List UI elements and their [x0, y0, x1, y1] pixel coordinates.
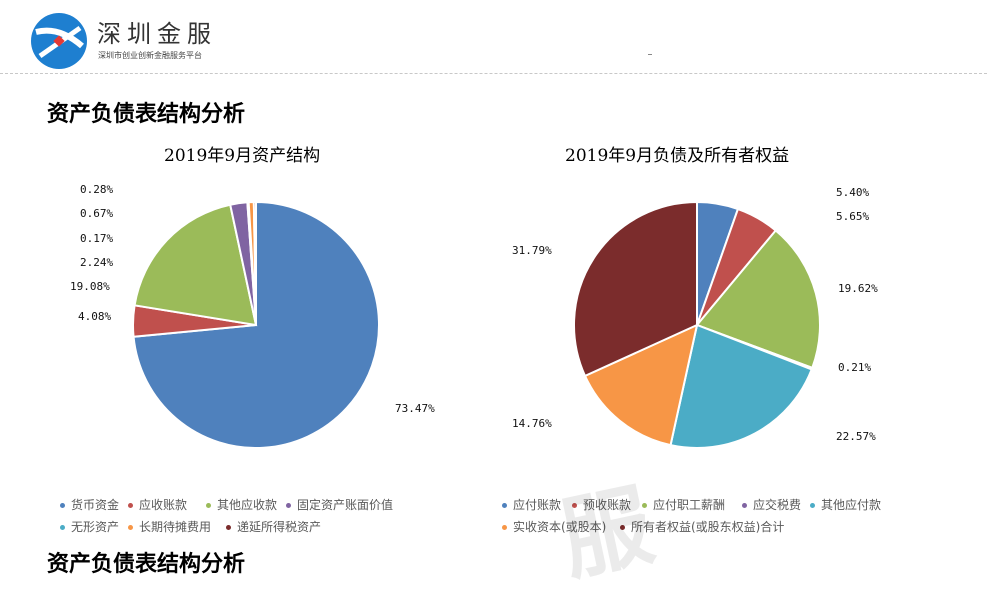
pie-data-label-0-2: 19.08%: [70, 280, 110, 293]
legend-label: 递延所得税资产: [237, 520, 322, 534]
brand-logo-icon: [31, 13, 87, 69]
legend-dot-icon: [502, 503, 507, 508]
legend-dot-icon: [810, 503, 815, 508]
legend-label: 实收资本(或股本): [513, 520, 607, 534]
legend-item-1-2: 应付职工薪酬: [642, 496, 725, 513]
pie-slice-0-6: [252, 200, 257, 326]
pie-data-label-0-5: 0.67%: [80, 207, 113, 220]
legend-item-1-1: 预收账款: [572, 496, 631, 513]
legend-item-1-0: 应付账款: [502, 496, 561, 513]
legend-dot-icon: [226, 525, 231, 530]
legend-label: 应付职工薪酬: [653, 498, 726, 512]
legend-label: 所有者权益(或股东权益)合计: [631, 520, 785, 534]
asset-chart-title: 2019年9月资产结构: [164, 146, 321, 166]
liability-chart-title: 2019年9月负债及所有者权益: [565, 146, 790, 166]
pie-data-label-0-4: 0.17%: [80, 232, 113, 245]
pie-data-label-1-2: 19.62%: [838, 282, 878, 295]
pie-data-label-1-5: 14.76%: [512, 417, 552, 430]
bottom-section-title: 资产负债表结构分析: [47, 551, 246, 577]
pie-data-label-1-0: 5.40%: [836, 186, 869, 199]
legend-label: 货币资金: [71, 498, 120, 512]
pie-data-label-0-6: 0.28%: [80, 183, 113, 196]
brand-name: 深圳金服: [97, 20, 217, 48]
pie-slice-1-6: [573, 200, 698, 378]
legend-dot-icon: [502, 525, 507, 530]
section-title: 资产负债表结构分析: [47, 101, 246, 127]
legend-dot-icon: [286, 503, 291, 508]
pie-data-label-1-4: 22.57%: [836, 430, 876, 443]
legend-dot-icon: [642, 503, 647, 508]
pie-charts: 73.47% 4.08% 19.08% 2.24% 0.17% 0.67% 0.28% 5.4…: [70, 183, 878, 449]
asset-chart-legend: 货币资金 应收账款 其他应收款 固定资产账面价值无形资产 长期待摊费用 递延所得税资产: [60, 496, 460, 536]
legend-item-1-4: 其他应付款: [810, 496, 881, 513]
legend-item-1-6: 所有者权益(或股东权益)合计: [620, 518, 784, 535]
legend-item-0-5: 长期待摊费用: [128, 518, 211, 535]
legend-item-0-6: 递延所得税资产: [226, 518, 321, 535]
legend-item-1-5: 实收资本(或股本): [502, 518, 606, 535]
pie-data-label-0-1: 4.08%: [78, 310, 111, 323]
legend-item-0-1: 应收账款: [128, 496, 187, 513]
header-mark: [648, 54, 652, 55]
pie-data-label-0-3: 2.24%: [80, 256, 113, 269]
legend-label: 无形资产: [71, 520, 120, 534]
pie-slice-0-2: [133, 203, 258, 327]
brand-subtitle: 深圳市创业创新金融服务平台: [98, 51, 202, 60]
pie-data-label-1-3: 0.21%: [838, 361, 871, 374]
legend-label: 应付账款: [513, 498, 562, 512]
legend-dot-icon: [60, 503, 65, 508]
legend-item-0-2: 其他应收款: [206, 496, 277, 513]
legend-dot-icon: [620, 525, 625, 530]
pie-data-label-0-0: 73.47%: [395, 402, 435, 415]
legend-label: 预收账款: [583, 498, 632, 512]
legend-label: 其他应付款: [821, 498, 882, 512]
legend-item-0-4: 无形资产: [60, 518, 119, 535]
liability-chart-legend: 应付账款 预收账款 应付职工薪酬 应交税费 其他应付款实收资本(或股本) 所有者权益(或股…: [502, 496, 922, 536]
page-header: 深圳金服 深圳市创业创新金融服务平台: [0, 0, 987, 74]
pie-slice-1-4: [669, 323, 813, 449]
legend-dot-icon: [128, 525, 133, 530]
pie-data-label-1-1: 5.65%: [836, 210, 869, 223]
header-divider: [0, 73, 987, 74]
legend-item-0-0: 货币资金: [60, 496, 119, 513]
legend-label: 其他应收款: [217, 498, 278, 512]
legend-dot-icon: [572, 503, 577, 508]
legend-dot-icon: [60, 525, 65, 530]
pie-data-label-1-6: 31.79%: [512, 244, 552, 257]
legend-item-0-3: 固定资产账面价值: [286, 496, 393, 513]
legend-label: 固定资产账面价值: [297, 498, 394, 512]
pie-slice-1-5: [583, 323, 699, 447]
legend-dot-icon: [128, 503, 133, 508]
legend-dot-icon: [742, 503, 747, 508]
legend-label: 长期待摊费用: [139, 520, 212, 534]
legend-label: 应收账款: [139, 498, 188, 512]
legend-item-1-3: 应交税费: [742, 496, 801, 513]
legend-dot-icon: [206, 503, 211, 508]
pie-slice-1-2: [695, 229, 821, 370]
legend-label: 应交税费: [753, 498, 802, 512]
